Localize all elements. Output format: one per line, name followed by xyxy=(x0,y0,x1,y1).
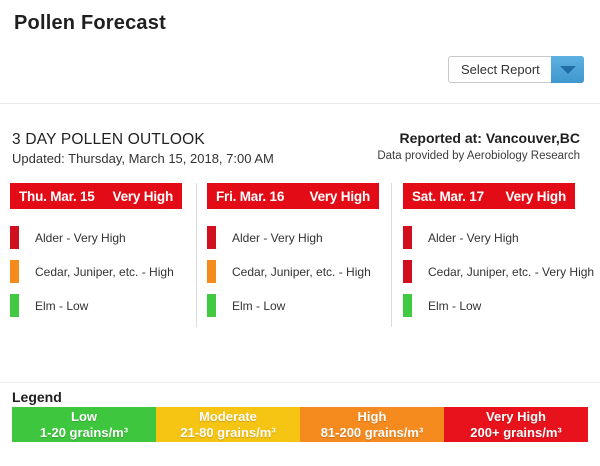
day-header: Thu. Mar. 15 Very High xyxy=(10,183,182,209)
pollen-label: Alder - Very High xyxy=(232,230,323,245)
pollen-item: Alder - Very High xyxy=(10,226,186,249)
pollen-label: Alder - Very High xyxy=(35,230,126,245)
day-date: Fri. Mar. 16 xyxy=(216,188,285,204)
legend-band-label: High xyxy=(357,408,387,424)
pollen-item: Elm - Low xyxy=(10,294,186,317)
level-bar-low xyxy=(207,294,216,317)
pollen-item: Cedar, Juniper, etc. - High xyxy=(10,260,186,283)
pollen-item: Cedar, Juniper, etc. - High xyxy=(207,260,383,283)
day-overall-level: Very High xyxy=(505,188,567,204)
day-overall-level: Very High xyxy=(112,188,174,204)
level-bar-very-high xyxy=(403,226,412,249)
legend-band-range: 200+ grains/m³ xyxy=(470,424,562,440)
level-bar-very-high xyxy=(207,226,216,249)
day-column-fri: Fri. Mar. 16 Very High Alder - Very High… xyxy=(207,183,383,328)
pollen-label: Cedar, Juniper, etc. - Very High xyxy=(428,264,595,279)
day-overall-level: Very High xyxy=(309,188,371,204)
day-header: Sat. Mar. 17 Very High xyxy=(403,183,575,209)
pollen-item: Alder - Very High xyxy=(403,226,579,249)
legend-band-range: 81-200 grains/m³ xyxy=(320,424,424,440)
page-title: Pollen Forecast xyxy=(14,12,166,34)
pollen-label: Elm - Low xyxy=(35,298,89,313)
pollen-item: Elm - Low xyxy=(403,294,579,317)
legend-divider xyxy=(0,382,600,383)
day-header: Fri. Mar. 16 Very High xyxy=(207,183,379,209)
level-bar-high xyxy=(10,260,19,283)
reported-at-location: Reported at: Vancouver,BC xyxy=(399,130,581,146)
pollen-label: Cedar, Juniper, etc. - High xyxy=(35,264,174,279)
day-column-sat: Sat. Mar. 17 Very High Alder - Very High… xyxy=(403,183,594,328)
pollen-item: Elm - Low xyxy=(207,294,383,317)
select-report-value[interactable]: Select Report xyxy=(461,62,540,77)
pollen-label: Elm - Low xyxy=(428,298,482,313)
level-bar-low xyxy=(403,294,412,317)
legend-band-high: High 81-200 grains/m³ xyxy=(300,407,444,442)
level-bar-very-high xyxy=(403,260,412,283)
chevron-down-icon xyxy=(559,65,576,74)
legend-band-very-high: Very High 200+ grains/m³ xyxy=(444,407,588,442)
legend-band-label: Low xyxy=(71,408,97,424)
column-divider xyxy=(391,183,392,327)
legend-band-label: Very High xyxy=(486,408,546,424)
data-source-credit: Data provided by Aerobiology Research xyxy=(377,150,580,162)
column-divider xyxy=(196,183,197,327)
legend-heading: Legend xyxy=(12,389,62,405)
select-report-dropdown-button[interactable] xyxy=(551,56,584,83)
header-divider xyxy=(0,103,600,104)
level-bar-very-high xyxy=(10,226,19,249)
legend-band-moderate: Moderate 21-80 grains/m³ xyxy=(156,407,300,442)
day-date: Sat. Mar. 17 xyxy=(412,188,484,204)
pollen-item: Alder - Very High xyxy=(207,226,383,249)
level-bar-low xyxy=(10,294,19,317)
legend-band-range: 21-80 grains/m³ xyxy=(180,424,276,440)
select-report-dropdown[interactable]: Select Report xyxy=(448,56,584,83)
level-bar-high xyxy=(207,260,216,283)
pollen-label: Alder - Very High xyxy=(428,230,519,245)
outlook-updated-timestamp: Updated: Thursday, March 15, 2018, 7:00 … xyxy=(12,151,274,166)
pollen-label: Elm - Low xyxy=(232,298,286,313)
pollen-item: Cedar, Juniper, etc. - Very High xyxy=(403,260,594,283)
outlook-heading: 3 DAY POLLEN OUTLOOK xyxy=(12,131,205,148)
legend-band-range: 1-20 grains/m³ xyxy=(39,424,129,440)
pollen-label: Cedar, Juniper, etc. - High xyxy=(232,264,371,279)
day-date: Thu. Mar. 15 xyxy=(19,188,95,204)
legend-band-label: Moderate xyxy=(199,408,257,424)
legend-bar: Low 1-20 grains/m³ Moderate 21-80 grains… xyxy=(12,407,588,442)
day-column-thu: Thu. Mar. 15 Very High Alder - Very High… xyxy=(10,183,186,328)
legend-band-low: Low 1-20 grains/m³ xyxy=(12,407,156,442)
